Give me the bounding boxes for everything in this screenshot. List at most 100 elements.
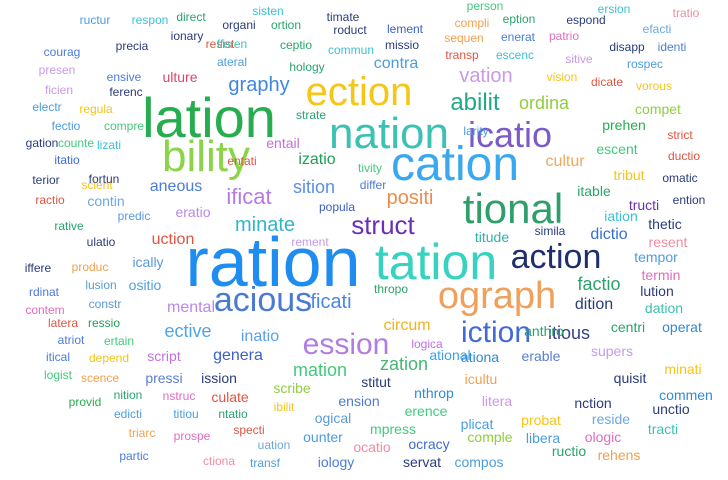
word-cloud-term: logica: [411, 337, 443, 351]
word-cloud-term: supers: [590, 343, 634, 359]
word-cloud-term: itable: [577, 183, 611, 199]
word-cloud-term: rospec: [626, 57, 664, 71]
word-cloud-term: ission: [201, 370, 237, 386]
word-cloud-term: dition: [574, 296, 614, 313]
word-cloud-term: respon: [131, 13, 169, 27]
word-cloud-term: person: [466, 0, 504, 13]
word-cloud-term: probat: [521, 412, 561, 428]
word-cloud-term: centri: [610, 319, 646, 335]
word-cloud-term: timate: [326, 10, 360, 24]
word-cloud-term: tional: [462, 185, 564, 232]
word-cloud-term: cation: [390, 138, 520, 191]
word-cloud-term: missio: [384, 38, 420, 52]
word-cloud-term: ortion: [270, 18, 302, 32]
word-cloud-term: iation: [604, 208, 638, 224]
word-cloud-term: vision: [546, 70, 578, 84]
word-cloud-term: nstruc: [162, 389, 196, 403]
word-cloud-term: titiou: [173, 407, 199, 421]
word-cloud-term: unctio: [652, 401, 690, 417]
word-cloud-term: izatio: [298, 151, 336, 168]
word-cloud-term: hology: [289, 60, 325, 74]
word-cloud-term: dictio: [590, 226, 628, 243]
word-cloud-term: produc: [71, 260, 109, 274]
word-cloud-term: inatio: [240, 328, 280, 345]
word-cloud-term: fferen: [216, 37, 248, 51]
word-cloud-term: ificat: [226, 184, 272, 209]
word-cloud-term: scient: [81, 178, 113, 192]
word-cloud-term: vorous: [635, 79, 673, 93]
word-cloud-term: quisit: [613, 370, 647, 386]
word-cloud-term: litera: [481, 393, 513, 409]
word-cloud-term: nction: [574, 395, 612, 411]
word-cloud-term: prehen: [602, 117, 646, 133]
word-cloud-term: simila: [534, 224, 566, 238]
word-cloud-term: action: [510, 238, 602, 276]
word-cloud-term: dation: [644, 300, 684, 316]
word-cloud-term: escenc: [495, 48, 535, 62]
word-cloud-term: larity: [463, 124, 489, 138]
word-cloud-term: contin: [87, 193, 125, 209]
word-cloud-term: ordina: [518, 93, 570, 113]
word-cloud-term: ocracy: [408, 436, 450, 452]
word-cloud-term: patrio: [548, 29, 580, 43]
word-cloud-term: partic: [119, 449, 149, 463]
word-cloud-term: ositio: [128, 277, 162, 293]
word-cloud-term: ically: [132, 254, 164, 270]
word-cloud-term: direct: [176, 10, 206, 24]
word-cloud-term: eption: [502, 12, 536, 26]
word-cloud-term: script: [147, 348, 181, 364]
word-cloud-term: sition: [292, 177, 336, 197]
word-cloud-term: espond: [566, 13, 606, 27]
word-cloud-term: tratio: [672, 6, 700, 20]
word-cloud-term: eratio: [175, 204, 211, 220]
word-cloud-term: itatio: [54, 153, 80, 167]
word-cloud-term: bility: [161, 132, 251, 181]
word-cloud-term: itical: [45, 350, 71, 364]
word-cloud-term: provid: [68, 395, 102, 409]
word-cloud-term: minate: [234, 214, 296, 236]
word-cloud-term: entail: [266, 135, 300, 151]
word-cloud-term: cultur: [545, 153, 585, 170]
word-cloud-term: plicat: [460, 416, 494, 432]
word-cloud-term: libera: [525, 430, 561, 446]
word-cloud-term: ntatio: [218, 407, 248, 421]
word-cloud-term: ductio: [667, 149, 701, 163]
word-cloud-term: compet: [635, 101, 681, 117]
word-cloud-term: entati: [227, 154, 257, 168]
word-cloud-term: servat: [402, 454, 442, 470]
word-cloud-term: tivity: [358, 161, 382, 175]
word-cloud-term: iology: [317, 454, 355, 470]
word-cloud-term: ograph: [437, 275, 557, 317]
word-cloud-term: stitut: [361, 374, 391, 390]
word-cloud-term: prospe: [173, 429, 211, 443]
word-cloud-term: culate: [211, 389, 249, 405]
word-cloud-term: resist: [205, 37, 235, 51]
word-cloud-term: uction: [151, 231, 195, 248]
word-cloud-term: presen: [38, 63, 76, 77]
word-cloud-term: positi: [386, 187, 434, 209]
word-cloud-term: operat: [662, 319, 702, 335]
word-cloud-term: icatio: [467, 114, 553, 155]
word-cloud-term: omatic: [662, 171, 698, 185]
word-cloud-term: struct: [351, 210, 415, 240]
word-cloud-term: edicti: [113, 407, 143, 421]
word-cloud-term: vation: [459, 65, 513, 87]
word-cloud-term: abilit: [450, 89, 500, 116]
word-cloud-term: contem: [25, 303, 65, 317]
word-cloud-term: ibilit: [273, 400, 295, 414]
word-cloud-term: sitive: [565, 52, 593, 66]
word-cloud-term: ogical: [314, 410, 352, 426]
word-cloud-term: regula: [79, 102, 113, 116]
word-cloud-term: uation: [257, 438, 291, 452]
word-cloud-term: ational: [429, 347, 471, 363]
word-cloud-term: commen: [659, 387, 713, 403]
word-cloud-term: roduct: [333, 23, 367, 37]
word-cloud-term: tempor: [634, 249, 678, 265]
word-cloud-term: strict: [667, 128, 693, 142]
word-cloud-term: acious: [213, 281, 313, 319]
word-cloud-term: specti: [233, 423, 265, 437]
word-cloud-term: tracti: [647, 421, 679, 437]
word-cloud-term: ounter: [303, 429, 343, 445]
word-cloud-term: thropo: [373, 282, 409, 296]
word-cloud-term: nation: [329, 109, 449, 158]
